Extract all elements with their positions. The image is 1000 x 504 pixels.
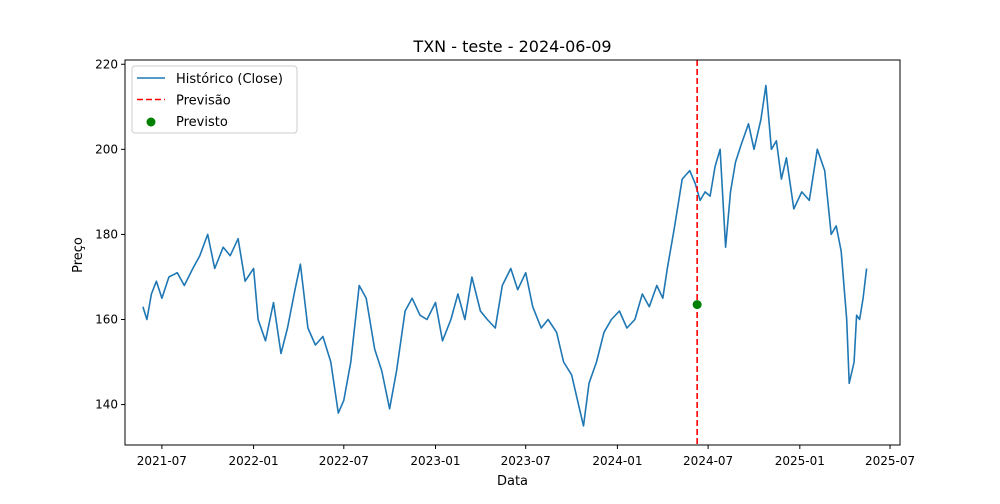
series-line-0 bbox=[142, 84, 868, 427]
y-tick-label: 160 bbox=[95, 313, 118, 327]
legend-box bbox=[131, 65, 298, 134]
forecast-point bbox=[692, 300, 702, 310]
axes-frame bbox=[124, 59, 901, 446]
x-tick-label: 2025-01 bbox=[775, 454, 825, 468]
legend-label: Histórico (Close) bbox=[176, 72, 283, 87]
x-tick-label: 2023-07 bbox=[501, 454, 551, 468]
legend-label: Previsão bbox=[176, 94, 231, 109]
x-tick-label: 2024-01 bbox=[592, 454, 642, 468]
y-axis: 140 160 180 200 220 bbox=[95, 57, 125, 412]
legend-label: Previsto bbox=[176, 115, 228, 130]
y-tick-label: 200 bbox=[95, 142, 118, 156]
x-tick-label: 2021-07 bbox=[137, 454, 187, 468]
chart-title: TXN - teste - 2024-06-09 bbox=[412, 37, 611, 56]
x-axis-label: Data bbox=[497, 474, 528, 489]
y-axis-label: Preço bbox=[71, 237, 86, 273]
legend-swatch-dot bbox=[146, 117, 156, 127]
x-axis: 2021-07 2022-01 2022-07 2023-01 2023-07 2024-… bbox=[137, 445, 915, 468]
x-tick-label: 2023-01 bbox=[410, 454, 460, 468]
x-tick-label: 2024-07 bbox=[683, 454, 733, 468]
y-tick-label: 220 bbox=[95, 57, 118, 71]
x-tick-label: 2022-07 bbox=[319, 454, 369, 468]
legend: Histórico (Close) Previsão Previsto bbox=[131, 65, 298, 134]
x-tick-label: 2022-01 bbox=[229, 454, 279, 468]
plot-area bbox=[124, 59, 901, 446]
y-tick-label: 140 bbox=[95, 398, 118, 412]
y-tick-label: 180 bbox=[95, 227, 118, 241]
x-tick-label: 2025-07 bbox=[865, 454, 915, 468]
